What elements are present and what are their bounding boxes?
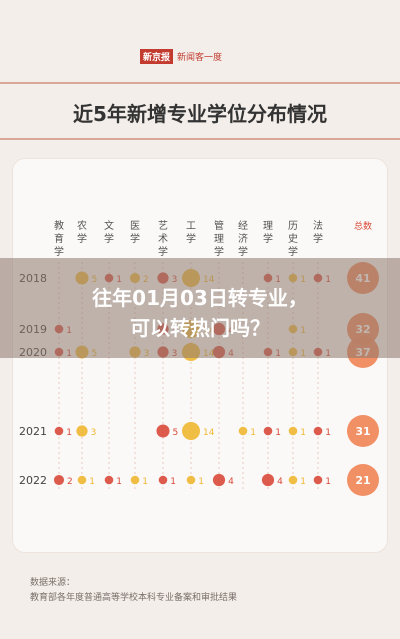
headline-overlay bbox=[0, 258, 400, 358]
data-label: 14 bbox=[203, 428, 215, 438]
category-label: 学 bbox=[214, 245, 224, 258]
headline-line-2: 可以转热门吗？ bbox=[130, 316, 270, 340]
category-label: 学 bbox=[104, 232, 114, 245]
data-label: 1 bbox=[300, 428, 306, 438]
data-point bbox=[288, 475, 298, 485]
data-point bbox=[238, 426, 248, 436]
data-point bbox=[76, 425, 88, 437]
category-label: 育 bbox=[54, 232, 64, 245]
category-label: 农 bbox=[77, 219, 87, 232]
data-point bbox=[313, 475, 323, 485]
data-point bbox=[313, 426, 323, 436]
title-frame bbox=[0, 82, 400, 140]
category-label: 历 bbox=[288, 220, 298, 232]
category-label: 史 bbox=[288, 233, 298, 245]
data-point bbox=[186, 475, 196, 485]
category-label: 管 bbox=[214, 219, 224, 232]
data-label: 1 bbox=[170, 477, 176, 487]
year-label: 2022 bbox=[19, 474, 47, 487]
category-label: 工 bbox=[186, 221, 196, 232]
category-label: 学 bbox=[238, 245, 248, 258]
source-note: 数据来源： 教育部各年度普通高等学校本科专业备案和审批结果 bbox=[30, 576, 237, 606]
total-label: 总数 bbox=[354, 220, 372, 232]
category-label: 学 bbox=[158, 245, 168, 258]
data-label: 1 bbox=[198, 477, 204, 487]
title-frame-top bbox=[0, 82, 400, 84]
logo: 新京报 新闻客一度 bbox=[140, 48, 222, 64]
category-label: 经 bbox=[238, 219, 248, 232]
category-label: 教 bbox=[54, 219, 64, 232]
headline: 往年01月03日转专业， 可以转热门吗？ bbox=[0, 283, 400, 343]
total-circle bbox=[347, 464, 379, 496]
data-label: 1 bbox=[89, 477, 95, 487]
data-label: 3 bbox=[91, 428, 97, 438]
headline-line-1: 往年01月03日转专业， bbox=[92, 286, 308, 310]
data-label: 4 bbox=[228, 477, 234, 487]
total-circle bbox=[347, 415, 379, 447]
data-point bbox=[288, 426, 298, 436]
data-point bbox=[212, 473, 226, 487]
category-label: 学 bbox=[263, 232, 273, 245]
category-label: 学 bbox=[313, 232, 323, 245]
data-point bbox=[158, 475, 168, 485]
total-value: 31 bbox=[355, 425, 370, 438]
category-label: 文 bbox=[104, 219, 114, 232]
category-label: 理 bbox=[263, 220, 273, 232]
data-label: 1 bbox=[142, 477, 148, 487]
category-label: 学 bbox=[186, 232, 196, 245]
category-label: 理 bbox=[214, 233, 224, 245]
category-label: 济 bbox=[238, 232, 248, 245]
category-label: 医 bbox=[130, 220, 140, 232]
category-label: 学 bbox=[77, 232, 87, 245]
year-label: 2021 bbox=[19, 425, 47, 438]
total-value: 21 bbox=[355, 474, 370, 487]
category-label: 艺 bbox=[158, 220, 168, 232]
title-frame-bottom bbox=[0, 138, 400, 140]
category-label: 学 bbox=[288, 245, 298, 258]
category-label: 学 bbox=[54, 245, 64, 258]
data-point bbox=[53, 474, 65, 486]
logo-text: 新闻客一度 bbox=[177, 52, 223, 63]
data-label: 1 bbox=[275, 428, 281, 438]
data-label: 1 bbox=[325, 428, 331, 438]
data-label: 4 bbox=[277, 477, 283, 487]
category-label: 术 bbox=[158, 233, 168, 245]
data-point bbox=[77, 475, 87, 485]
data-label: 1 bbox=[66, 428, 72, 438]
category-label: 法 bbox=[313, 219, 323, 232]
data-label: 1 bbox=[116, 477, 122, 487]
data-label: 2 bbox=[67, 477, 73, 487]
data-point bbox=[263, 426, 273, 436]
logo-box: 新京报 bbox=[140, 48, 174, 64]
data-label: 1 bbox=[250, 428, 256, 438]
data-label: 1 bbox=[325, 477, 331, 487]
data-label: 5 bbox=[173, 428, 179, 438]
data-point bbox=[182, 422, 200, 440]
source-text: 教育部各年度普通高等学校本科专业备案和审批结果 bbox=[30, 593, 238, 603]
chart-title: 近5年新增专业学位分布情况 bbox=[73, 102, 327, 126]
data-label: 1 bbox=[300, 477, 306, 487]
data-point bbox=[261, 473, 275, 487]
data-point bbox=[104, 475, 114, 485]
category-label: 学 bbox=[130, 232, 140, 245]
data-point bbox=[130, 475, 140, 485]
data-point bbox=[54, 426, 64, 436]
source-label: 数据来源： bbox=[30, 578, 76, 588]
data-point bbox=[156, 424, 170, 438]
